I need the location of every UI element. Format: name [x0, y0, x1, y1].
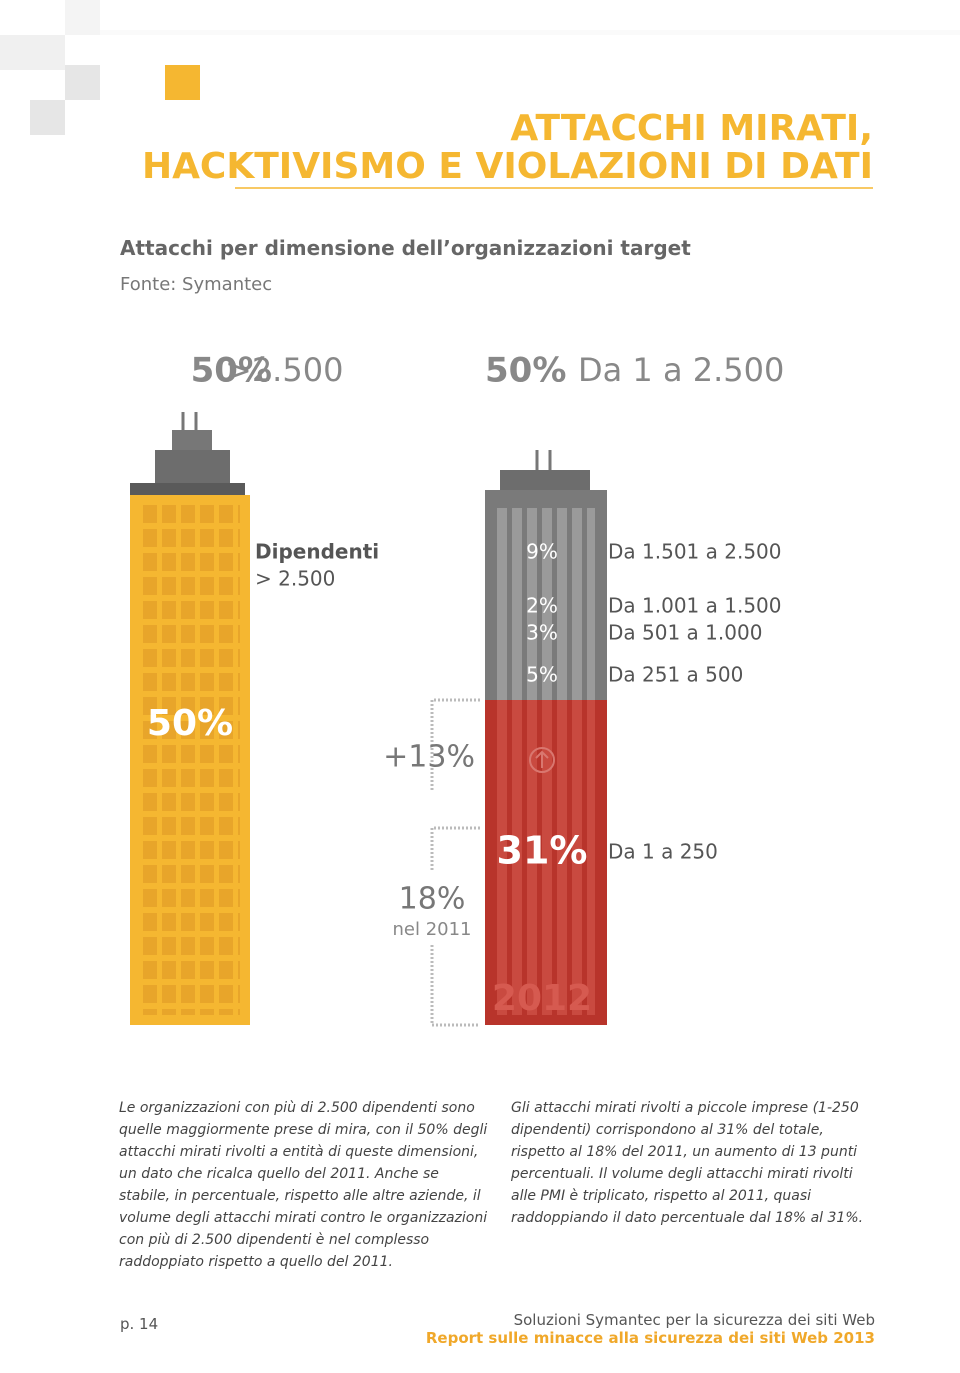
employees-range: > 2.500 — [255, 567, 335, 591]
building-large — [130, 412, 250, 1025]
title-line: ATTACCHI MIRATI, — [510, 108, 873, 149]
right-label: Da 1 a 2.500 — [578, 351, 784, 389]
left-label: >2.500 — [225, 351, 343, 389]
title: ATTACCHI MIRATI, HACKTIVISMO E VIOLAZION… — [142, 110, 873, 186]
segment-label: Da 1.501 a 2.500 — [608, 540, 782, 564]
figure-title: Attacchi per dimensione dell’organizzazi… — [120, 236, 691, 260]
segment-pct: 5% — [526, 663, 558, 687]
building-small — [485, 450, 607, 1025]
page-number: p. 14 — [120, 1315, 159, 1333]
segment-label: Da 251 a 500 — [608, 663, 743, 687]
footer-line1: Soluzioni Symantec per la sicurezza dei … — [513, 1311, 875, 1329]
left-pct: 50% — [191, 351, 272, 391]
segment-pct: 3% — [526, 621, 558, 645]
year: 2012 — [492, 978, 592, 1019]
increase: +13% — [383, 740, 475, 775]
footer-line2: Report sulle minacce alla sicurezza dei … — [425, 1329, 875, 1347]
segment-label: Da 501 a 1.000 — [608, 621, 762, 645]
figure-source: Fonte: Symantec — [120, 274, 273, 295]
small-label: Da 1 a 250 — [608, 840, 718, 864]
title-line: HACKTIVISMO E VIOLAZIONI DI DATI — [141, 146, 873, 187]
segment-label: Da 1.001 a 1.500 — [608, 594, 782, 618]
body-left: Le organizzazioni con più di 2.500 dipen… — [119, 1100, 488, 1270]
body-right: Gli attacchi mirati rivolti a piccole im… — [511, 1100, 864, 1226]
segment-pct: 2% — [526, 594, 558, 618]
small-pct: 31% — [497, 829, 588, 873]
employees: Dipendenti — [255, 540, 379, 564]
right-pct: 50% — [485, 351, 566, 391]
segment-pct: 9% — [526, 540, 558, 564]
building-pct: 50% — [147, 703, 233, 744]
bracket — [430, 698, 480, 1027]
prev-label: nel 2011 — [392, 919, 471, 940]
decor — [0, 0, 960, 135]
prev-pct: 18% — [399, 882, 466, 917]
